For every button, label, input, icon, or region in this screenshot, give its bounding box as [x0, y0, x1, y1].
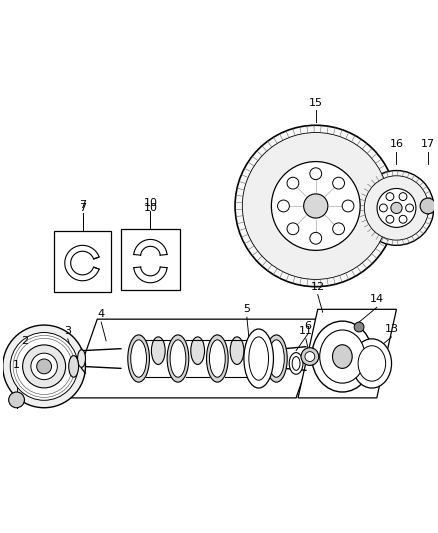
Circle shape: [235, 125, 396, 287]
Polygon shape: [298, 309, 396, 398]
Text: 2: 2: [21, 336, 28, 346]
Ellipse shape: [230, 337, 244, 365]
Ellipse shape: [332, 345, 352, 368]
Circle shape: [333, 223, 345, 235]
Text: 13: 13: [385, 324, 399, 334]
Bar: [121, 229, 180, 289]
Ellipse shape: [209, 340, 225, 377]
Text: 11: 11: [299, 326, 313, 336]
Circle shape: [9, 392, 25, 408]
Text: 3: 3: [64, 326, 71, 336]
Circle shape: [354, 322, 364, 332]
Text: 7: 7: [79, 200, 86, 210]
Ellipse shape: [128, 335, 149, 382]
Circle shape: [342, 200, 354, 212]
Circle shape: [31, 353, 57, 379]
Ellipse shape: [249, 340, 265, 377]
Ellipse shape: [170, 340, 186, 377]
Ellipse shape: [244, 329, 273, 388]
Circle shape: [287, 177, 299, 189]
Ellipse shape: [312, 321, 373, 392]
Ellipse shape: [265, 335, 287, 382]
Circle shape: [386, 192, 394, 200]
Circle shape: [406, 204, 413, 212]
Ellipse shape: [78, 350, 85, 367]
Ellipse shape: [352, 339, 392, 388]
Circle shape: [304, 194, 328, 218]
Ellipse shape: [246, 335, 268, 382]
Text: 12: 12: [311, 281, 325, 292]
Text: 16: 16: [389, 139, 403, 149]
Bar: [54, 231, 111, 292]
Circle shape: [420, 198, 436, 214]
Text: 4: 4: [98, 309, 105, 319]
Circle shape: [386, 215, 394, 223]
Ellipse shape: [206, 335, 228, 382]
Circle shape: [377, 189, 416, 228]
Circle shape: [301, 348, 319, 366]
Text: 10: 10: [143, 203, 157, 213]
Ellipse shape: [249, 337, 268, 380]
Circle shape: [399, 215, 407, 223]
Ellipse shape: [69, 356, 78, 377]
Ellipse shape: [152, 337, 165, 365]
Ellipse shape: [358, 346, 385, 381]
Circle shape: [399, 192, 407, 200]
Ellipse shape: [268, 340, 284, 377]
Text: 10: 10: [143, 198, 157, 208]
Circle shape: [310, 168, 321, 180]
Text: 15: 15: [309, 98, 323, 108]
Text: 1: 1: [13, 360, 20, 370]
Ellipse shape: [320, 330, 365, 383]
Circle shape: [333, 177, 345, 189]
Polygon shape: [70, 319, 324, 398]
Circle shape: [278, 200, 290, 212]
Circle shape: [272, 161, 360, 251]
Ellipse shape: [131, 340, 146, 377]
Circle shape: [310, 232, 321, 244]
Text: 6: 6: [304, 321, 311, 331]
Circle shape: [37, 359, 52, 374]
Ellipse shape: [289, 353, 303, 374]
Ellipse shape: [167, 335, 189, 382]
Text: 7: 7: [79, 203, 86, 213]
Circle shape: [359, 171, 434, 245]
Circle shape: [287, 223, 299, 235]
Text: 17: 17: [421, 139, 435, 149]
Circle shape: [3, 325, 85, 408]
Ellipse shape: [292, 357, 300, 370]
Ellipse shape: [191, 337, 205, 365]
Circle shape: [10, 333, 78, 400]
Polygon shape: [65, 245, 99, 281]
Text: 14: 14: [370, 294, 384, 304]
Circle shape: [364, 176, 429, 240]
Circle shape: [379, 204, 387, 212]
Circle shape: [242, 133, 389, 279]
Circle shape: [23, 345, 66, 388]
Text: 5: 5: [244, 304, 251, 314]
Circle shape: [305, 352, 315, 361]
Circle shape: [391, 203, 402, 214]
